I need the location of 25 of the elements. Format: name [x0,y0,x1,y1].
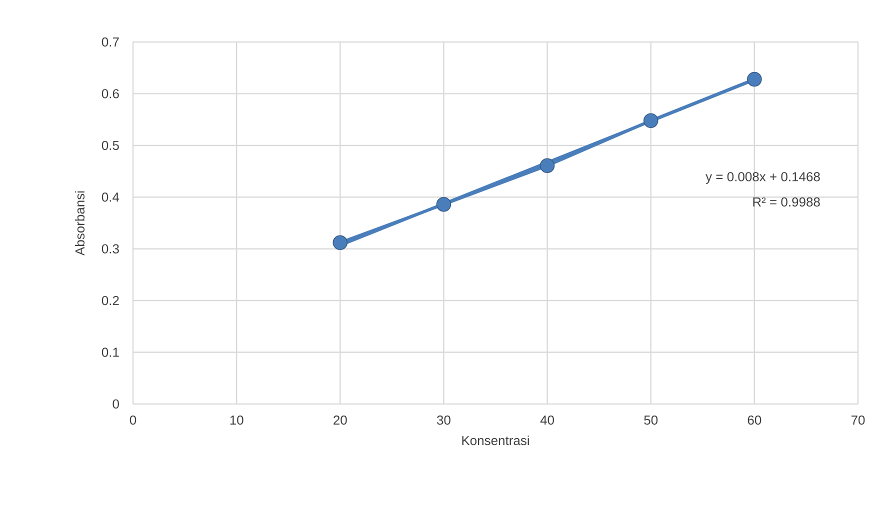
x-tick-label: 50 [644,416,658,425]
point [747,72,762,87]
x-tick-label: 40 [540,416,554,425]
point [643,113,658,128]
x-tick-label: 30 [436,416,450,425]
x-tick-label: 60 [748,416,762,425]
y-tick-label: 0.4 [102,192,120,202]
x-tick-label: 20 [334,416,347,425]
x-tick-label: 0 [130,416,136,425]
point [332,235,348,250]
point [540,158,555,173]
y-tick-label: 0.2 [102,296,119,306]
annotation: R² = 0.9988 [753,197,820,207]
y-axis-title: Absorbansi [74,191,85,256]
y-tick-label: 0.5 [102,140,119,150]
annotation: y = 0.008x + 0.1468 [706,172,820,184]
x-axis-title: Konsentrasi [462,436,529,446]
x-tick-label: 10 [230,416,244,425]
point [436,196,452,212]
y-tick-label: 0.7 [102,37,119,47]
x-tick-label: 70 [851,416,865,425]
y-tick-label: 0.1 [102,348,119,357]
y-tick-label: 0 [112,399,119,409]
y-tick-label: 0.6 [102,89,119,98]
y-tick-label: 0.3 [102,244,119,254]
